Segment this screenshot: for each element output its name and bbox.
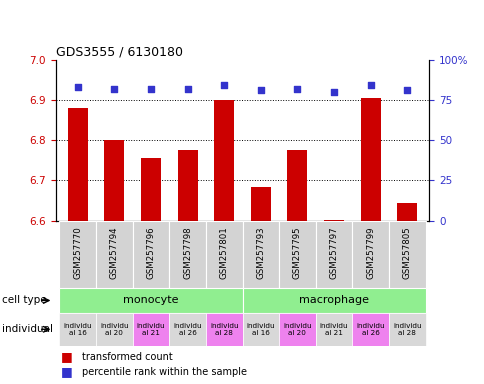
Bar — [60, 288, 242, 313]
Text: GDS3555 / 6130180: GDS3555 / 6130180 — [56, 45, 182, 58]
Text: individu
al 28: individu al 28 — [210, 323, 238, 336]
Text: GSM257795: GSM257795 — [292, 227, 302, 280]
Text: transformed count: transformed count — [82, 352, 173, 362]
Bar — [242, 313, 278, 346]
Bar — [104, 140, 124, 221]
Text: percentile rank within the sample: percentile rank within the sample — [82, 366, 247, 377]
Text: GSM257793: GSM257793 — [256, 227, 265, 280]
Point — [183, 86, 191, 92]
Bar — [141, 158, 161, 221]
Text: ■: ■ — [60, 350, 72, 363]
Bar — [396, 203, 416, 221]
Bar — [388, 313, 424, 346]
Bar — [213, 100, 234, 221]
Text: individu
al 20: individu al 20 — [100, 323, 128, 336]
Text: individu
al 20: individu al 20 — [283, 323, 311, 336]
Point — [74, 84, 81, 90]
Text: individu
al 16: individu al 16 — [63, 323, 92, 336]
Text: GSM257805: GSM257805 — [402, 227, 411, 280]
Text: individu
al 21: individu al 21 — [319, 323, 348, 336]
Bar — [60, 221, 96, 288]
Point — [257, 87, 264, 93]
Bar — [388, 221, 424, 288]
Text: GSM257794: GSM257794 — [110, 227, 119, 280]
Text: GSM257799: GSM257799 — [365, 227, 374, 279]
Bar — [315, 313, 351, 346]
Text: cell type: cell type — [2, 295, 47, 306]
Text: individu
al 28: individu al 28 — [392, 323, 421, 336]
Text: ■: ■ — [60, 365, 72, 378]
Text: macrophage: macrophage — [299, 295, 368, 306]
Text: GSM257801: GSM257801 — [219, 227, 228, 280]
Bar — [278, 221, 315, 288]
Bar — [177, 150, 197, 221]
Bar — [133, 221, 169, 288]
Bar — [133, 313, 169, 346]
Bar — [323, 220, 343, 221]
Point — [110, 86, 118, 92]
Bar — [242, 221, 278, 288]
Text: GSM257798: GSM257798 — [182, 227, 192, 280]
Text: individu
al 21: individu al 21 — [136, 323, 165, 336]
Text: GSM257796: GSM257796 — [146, 227, 155, 280]
Bar — [315, 221, 351, 288]
Bar — [287, 150, 307, 221]
Bar — [206, 313, 242, 346]
Text: GSM257770: GSM257770 — [73, 227, 82, 280]
Bar — [206, 221, 242, 288]
Bar — [96, 313, 133, 346]
Point — [330, 89, 337, 95]
Text: GSM257797: GSM257797 — [329, 227, 338, 280]
Point — [293, 86, 301, 92]
Bar — [278, 313, 315, 346]
Text: individu
al 16: individu al 16 — [246, 323, 274, 336]
Point — [366, 82, 374, 88]
Text: individu
al 26: individu al 26 — [356, 323, 384, 336]
Bar — [169, 313, 206, 346]
Bar — [96, 221, 133, 288]
Point — [403, 87, 410, 93]
Text: individu
al 26: individu al 26 — [173, 323, 201, 336]
Point — [147, 86, 154, 92]
Text: individual: individual — [2, 324, 53, 334]
Bar — [169, 221, 206, 288]
Point — [220, 82, 227, 88]
Text: monocyte: monocyte — [123, 295, 178, 306]
Bar — [351, 221, 388, 288]
Bar — [68, 108, 88, 221]
Bar — [242, 288, 424, 313]
Bar — [351, 313, 388, 346]
Bar — [250, 187, 271, 221]
Bar — [360, 98, 380, 221]
Bar — [60, 313, 96, 346]
